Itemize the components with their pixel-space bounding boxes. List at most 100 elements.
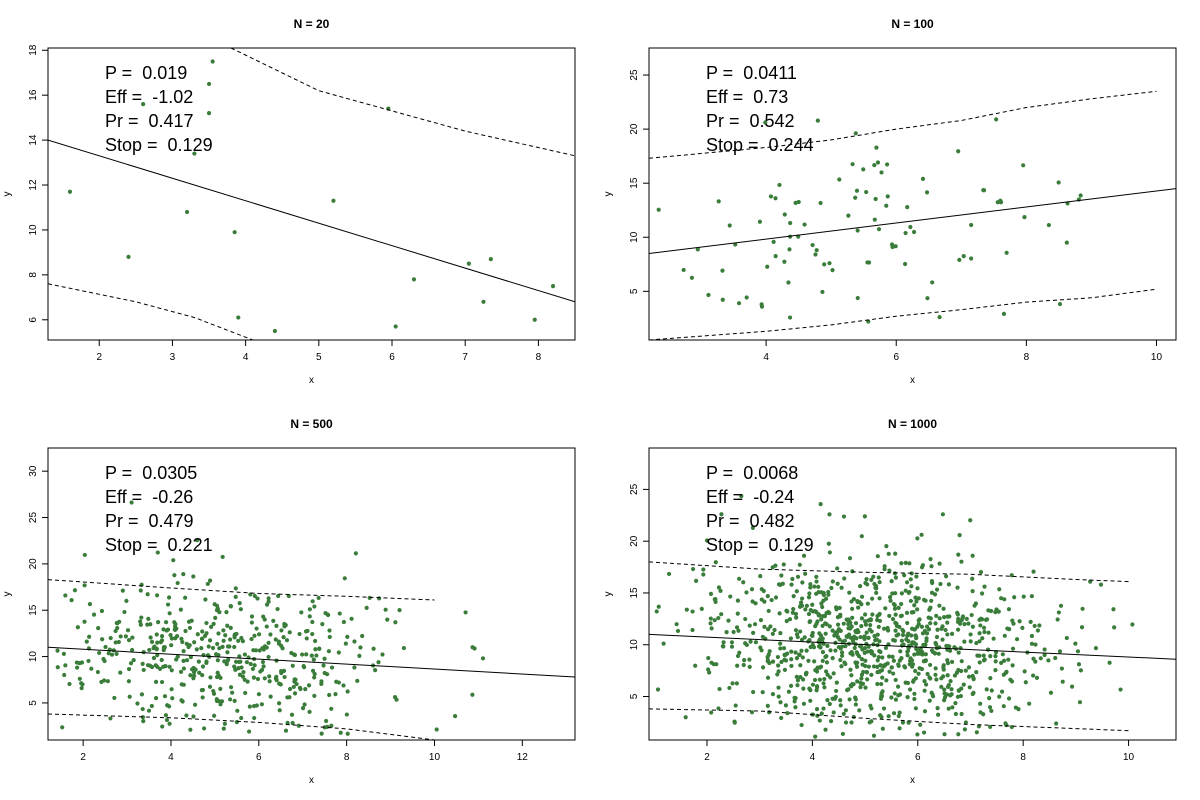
data-point: [113, 640, 118, 645]
data-point: [826, 592, 831, 597]
data-point: [838, 698, 843, 703]
data-point: [225, 623, 230, 628]
data-point: [411, 277, 417, 282]
data-point: [254, 626, 259, 631]
data-point: [944, 574, 949, 579]
data-point: [874, 590, 879, 595]
data-point: [984, 617, 990, 622]
data-point: [735, 611, 740, 616]
data-point: [75, 665, 80, 670]
data-point: [903, 560, 908, 565]
data-point: [799, 637, 805, 642]
data-point: [1021, 163, 1026, 168]
data-point: [1006, 657, 1011, 662]
data-point: [739, 494, 744, 499]
data-point: [821, 706, 826, 711]
data-point: [800, 655, 805, 660]
data-point: [169, 636, 174, 641]
data-point: [72, 588, 78, 593]
data-point: [982, 629, 987, 635]
data-point: [945, 614, 950, 619]
data-point: [1053, 655, 1058, 661]
data-point: [921, 730, 927, 735]
data-point: [704, 538, 710, 543]
data-point: [168, 632, 173, 638]
data-point: [929, 590, 935, 595]
data-point: [206, 111, 212, 116]
data-point: [149, 703, 154, 709]
data-point: [327, 628, 332, 633]
data-point: [893, 677, 898, 683]
data-point: [841, 711, 846, 717]
data-point: [872, 162, 877, 168]
data-point: [814, 685, 820, 690]
data-point: [1037, 623, 1042, 628]
data-point: [111, 648, 116, 653]
data-point: [946, 683, 951, 688]
data-point: [934, 587, 940, 592]
data-point: [810, 602, 815, 607]
data-point: [1048, 690, 1054, 695]
data-point: [141, 102, 146, 107]
y-tick-label: 10: [28, 224, 39, 236]
data-point: [875, 617, 880, 623]
data-point: [55, 648, 60, 653]
data-point: [289, 712, 295, 717]
data-point: [835, 566, 840, 571]
data-point: [1093, 646, 1099, 651]
data-point: [141, 649, 146, 655]
data-point: [896, 693, 901, 698]
data-point: [820, 658, 825, 663]
data-point: [864, 641, 869, 646]
data-point: [818, 664, 824, 669]
data-point: [187, 625, 193, 631]
y-tick-label: 5: [28, 700, 39, 706]
data-point: [1069, 684, 1075, 689]
data-point: [167, 704, 172, 709]
data-point: [896, 632, 901, 637]
data-point: [759, 587, 764, 592]
data-point: [96, 626, 101, 631]
data-point: [1031, 673, 1036, 678]
data-point: [803, 607, 808, 612]
y-tick-label: 8: [28, 272, 39, 278]
data-point: [854, 661, 859, 666]
data-point: [814, 574, 819, 579]
data-point: [916, 596, 921, 601]
data-point: [955, 612, 960, 617]
data-point: [744, 642, 749, 648]
data-point: [804, 603, 810, 608]
data-point: [1009, 679, 1015, 684]
stat-text: Pr = 0.417: [105, 111, 194, 131]
data-point: [977, 631, 982, 636]
fit-line: [48, 646, 575, 678]
data-point: [352, 639, 357, 644]
data-point: [941, 663, 946, 668]
data-point: [208, 675, 213, 680]
data-point: [899, 601, 904, 607]
data-point: [167, 611, 172, 616]
data-point: [470, 645, 475, 650]
data-point: [1064, 240, 1069, 245]
data-point: [893, 628, 898, 633]
data-point: [246, 729, 252, 734]
data-point: [749, 587, 755, 592]
data-point: [928, 662, 933, 668]
data-point: [140, 661, 145, 666]
data-point: [899, 561, 904, 566]
data-point: [875, 664, 880, 669]
data-point: [233, 659, 239, 664]
data-point: [923, 642, 928, 647]
data-point: [937, 616, 942, 621]
data-point: [191, 665, 196, 671]
data-point: [864, 630, 869, 635]
data-point: [145, 663, 151, 668]
data-point: [373, 668, 378, 673]
data-point: [814, 621, 819, 626]
data-point: [762, 624, 767, 629]
data-point: [880, 675, 885, 680]
x-tick-label: 6: [389, 352, 395, 363]
data-point: [196, 659, 201, 664]
data-point: [869, 719, 874, 724]
data-point: [896, 713, 901, 719]
